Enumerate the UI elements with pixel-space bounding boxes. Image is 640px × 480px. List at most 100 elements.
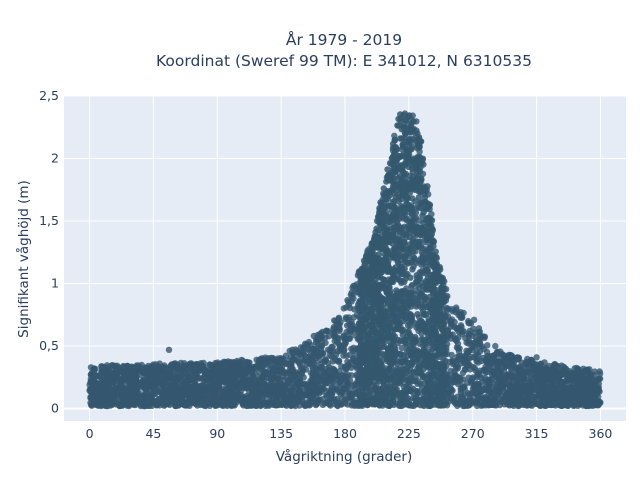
scatter-point xyxy=(530,385,538,392)
scatter-point xyxy=(120,389,128,396)
scatter-point xyxy=(492,372,499,379)
scatter-point xyxy=(146,381,153,389)
scatter-point xyxy=(484,368,491,376)
scatter-point xyxy=(348,372,355,379)
scatter-point xyxy=(342,314,350,321)
scatter-point xyxy=(239,357,246,364)
scatter-point xyxy=(521,365,528,373)
scatter-point xyxy=(343,352,350,359)
scatter-point xyxy=(227,359,234,366)
scatter-point xyxy=(595,380,602,387)
scatter-point xyxy=(252,376,259,384)
scatter-point xyxy=(344,401,351,408)
scatter-point xyxy=(174,386,181,393)
scatter-point xyxy=(466,361,473,369)
scatter-point xyxy=(454,393,461,400)
scatter-point xyxy=(201,396,209,403)
scatter-point xyxy=(530,366,537,374)
scatter-point xyxy=(337,391,345,398)
scatter-point xyxy=(160,399,167,406)
scatter-point xyxy=(254,382,261,389)
scatter-point xyxy=(245,359,252,366)
scatter-point xyxy=(98,363,105,370)
scatter-point xyxy=(479,333,486,340)
scatter-point xyxy=(536,402,543,409)
scatter-point xyxy=(331,368,338,375)
scatter-point xyxy=(329,329,337,336)
scatter-point xyxy=(177,400,184,407)
scatter-point xyxy=(586,366,593,373)
scatter-point xyxy=(312,397,319,404)
scatter-point xyxy=(347,327,354,334)
scatter-point xyxy=(205,370,213,378)
scatter-point xyxy=(183,380,190,388)
scatter-point xyxy=(224,372,232,379)
scatter-point xyxy=(350,356,357,363)
scatter-point xyxy=(447,335,454,342)
scatter-point xyxy=(465,330,472,337)
scatter-point xyxy=(150,390,158,397)
scatter-point xyxy=(348,318,355,325)
scatter-point xyxy=(206,402,213,410)
scatter-point xyxy=(474,340,481,347)
scatter-point xyxy=(592,386,599,393)
scatter-point xyxy=(448,316,456,323)
scatter-point xyxy=(158,380,165,387)
scatter-point xyxy=(286,376,293,384)
scatter-point xyxy=(345,301,353,309)
scatter-point xyxy=(528,402,536,409)
scatter-point xyxy=(484,342,491,349)
scatter-point xyxy=(308,357,315,364)
scatter-point xyxy=(223,364,230,372)
scatter-point xyxy=(112,397,119,405)
scatter-point xyxy=(348,289,355,296)
scatter-point xyxy=(517,397,524,405)
scatter-point xyxy=(94,384,102,391)
scatter-point xyxy=(190,383,197,391)
scatter-point xyxy=(311,387,318,394)
scatter-point xyxy=(251,388,259,396)
scatter-point xyxy=(552,386,559,393)
scatter-point xyxy=(338,342,345,349)
scatter-point xyxy=(166,401,173,409)
scatter-point xyxy=(261,388,269,395)
scatter-point xyxy=(418,249,426,256)
scatter-point xyxy=(527,373,534,380)
scatter-point xyxy=(348,345,355,353)
scatter-point xyxy=(284,396,292,403)
scatter-point xyxy=(544,386,551,393)
scatter-point xyxy=(458,328,465,335)
scatter-point xyxy=(324,328,332,335)
scatter-point xyxy=(346,394,353,401)
scatter-point xyxy=(492,342,499,350)
scatter-point xyxy=(147,364,154,371)
scatter-point xyxy=(408,283,415,290)
scatter-point xyxy=(560,363,567,370)
scatter-point xyxy=(114,377,121,384)
scatter-point xyxy=(296,377,304,384)
scatter-point xyxy=(473,402,481,410)
scatter-point xyxy=(258,374,265,381)
scatter-point xyxy=(410,118,417,125)
scatter-point xyxy=(263,381,270,388)
scatter-point xyxy=(286,368,294,376)
scatter-point xyxy=(294,356,302,363)
scatter-point xyxy=(504,381,511,388)
scatter-point xyxy=(495,364,502,371)
scatter-point xyxy=(571,402,578,409)
scatter-point xyxy=(535,389,543,396)
scatter-point xyxy=(214,359,221,366)
scatter-point xyxy=(208,394,215,402)
scatter-point xyxy=(489,355,496,362)
scatter-point xyxy=(134,386,141,393)
scatter-point xyxy=(87,375,95,383)
scatter-point xyxy=(509,395,516,403)
scatter-point xyxy=(273,397,280,404)
scatter-point xyxy=(249,365,256,373)
scatter-point xyxy=(557,397,564,404)
scatter-point xyxy=(453,344,461,351)
scatter-point xyxy=(161,369,168,376)
scatter-point xyxy=(321,373,328,381)
scatter-point xyxy=(325,346,332,353)
scatter-point xyxy=(163,376,171,383)
